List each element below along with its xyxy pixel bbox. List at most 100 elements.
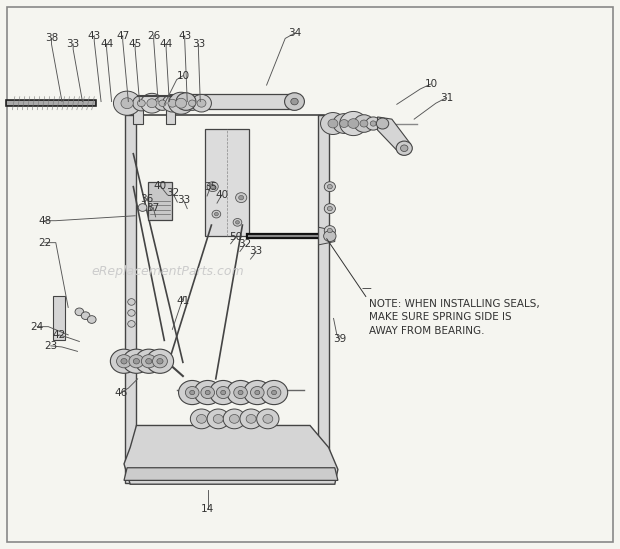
Circle shape xyxy=(75,308,84,316)
Circle shape xyxy=(340,111,367,136)
Text: 39: 39 xyxy=(333,334,347,344)
Circle shape xyxy=(333,114,355,133)
Circle shape xyxy=(190,390,195,395)
Text: 43: 43 xyxy=(178,31,192,41)
Circle shape xyxy=(223,409,246,429)
Text: 34: 34 xyxy=(288,28,302,38)
Circle shape xyxy=(205,390,210,395)
Circle shape xyxy=(324,182,335,192)
Polygon shape xyxy=(53,296,65,340)
Text: MAKE SURE SPRING SIDE IS: MAKE SURE SPRING SIDE IS xyxy=(369,312,512,322)
Circle shape xyxy=(272,390,277,395)
Text: 32: 32 xyxy=(166,188,179,198)
Circle shape xyxy=(113,91,141,115)
Circle shape xyxy=(175,98,187,108)
Polygon shape xyxy=(205,129,249,236)
Polygon shape xyxy=(124,425,338,484)
Text: 31: 31 xyxy=(440,93,453,103)
Text: 40: 40 xyxy=(215,190,229,200)
Circle shape xyxy=(110,349,138,373)
Circle shape xyxy=(366,117,381,130)
Circle shape xyxy=(87,316,96,323)
Circle shape xyxy=(141,355,156,368)
Circle shape xyxy=(135,349,162,373)
Circle shape xyxy=(121,358,127,364)
Circle shape xyxy=(159,100,166,107)
Bar xyxy=(186,94,294,109)
Text: AWAY FROM BEARING.: AWAY FROM BEARING. xyxy=(369,326,484,335)
Text: 14: 14 xyxy=(201,505,215,514)
Polygon shape xyxy=(318,115,329,483)
Text: 45: 45 xyxy=(128,39,142,49)
Text: 47: 47 xyxy=(116,31,130,41)
Circle shape xyxy=(210,380,237,405)
Circle shape xyxy=(348,119,359,128)
Text: —: — xyxy=(361,283,371,293)
Circle shape xyxy=(396,141,412,155)
Text: 10: 10 xyxy=(176,71,190,81)
Circle shape xyxy=(238,390,243,395)
Circle shape xyxy=(168,99,177,107)
Text: 38: 38 xyxy=(45,33,58,43)
Polygon shape xyxy=(319,227,335,245)
Circle shape xyxy=(324,226,335,236)
Circle shape xyxy=(197,99,206,107)
Circle shape xyxy=(216,386,230,399)
Circle shape xyxy=(184,96,200,110)
Circle shape xyxy=(234,386,247,399)
Circle shape xyxy=(157,358,163,364)
Circle shape xyxy=(188,100,196,107)
Circle shape xyxy=(185,386,199,399)
Polygon shape xyxy=(125,115,136,483)
Circle shape xyxy=(340,120,348,127)
Circle shape xyxy=(327,206,332,211)
Circle shape xyxy=(327,184,332,189)
Circle shape xyxy=(324,204,335,214)
Circle shape xyxy=(250,386,264,399)
Circle shape xyxy=(146,358,152,364)
Text: 40: 40 xyxy=(153,181,167,191)
Circle shape xyxy=(128,321,135,327)
Text: eReplacementParts.com: eReplacementParts.com xyxy=(91,265,244,278)
Polygon shape xyxy=(124,468,338,480)
Circle shape xyxy=(128,310,135,316)
Circle shape xyxy=(154,96,170,110)
Circle shape xyxy=(285,93,304,110)
Polygon shape xyxy=(148,182,172,220)
Circle shape xyxy=(121,98,133,109)
Circle shape xyxy=(138,100,145,107)
Circle shape xyxy=(239,195,244,200)
Text: 36: 36 xyxy=(140,194,154,204)
Circle shape xyxy=(255,390,260,395)
Circle shape xyxy=(240,409,262,429)
Circle shape xyxy=(194,380,221,405)
Circle shape xyxy=(370,121,376,126)
Circle shape xyxy=(221,390,226,395)
Text: 42: 42 xyxy=(52,330,66,340)
Text: 44: 44 xyxy=(159,39,173,49)
Circle shape xyxy=(324,231,336,242)
Circle shape xyxy=(244,380,271,405)
Circle shape xyxy=(376,118,389,129)
Circle shape xyxy=(128,299,135,305)
Circle shape xyxy=(213,414,223,423)
Circle shape xyxy=(236,221,239,224)
Polygon shape xyxy=(166,96,175,124)
Circle shape xyxy=(141,93,163,113)
Polygon shape xyxy=(133,96,143,124)
Circle shape xyxy=(138,204,147,211)
Text: 33: 33 xyxy=(66,39,80,49)
Circle shape xyxy=(117,355,131,368)
Text: 26: 26 xyxy=(147,31,161,41)
Circle shape xyxy=(229,414,239,423)
Text: 43: 43 xyxy=(87,31,101,41)
Circle shape xyxy=(162,94,182,112)
Text: 46: 46 xyxy=(114,388,128,397)
Text: 33: 33 xyxy=(177,195,190,205)
Circle shape xyxy=(129,355,144,368)
Circle shape xyxy=(327,228,332,233)
Polygon shape xyxy=(378,117,410,155)
Text: 50: 50 xyxy=(229,232,242,242)
Text: 33: 33 xyxy=(192,39,205,49)
Circle shape xyxy=(257,409,279,429)
